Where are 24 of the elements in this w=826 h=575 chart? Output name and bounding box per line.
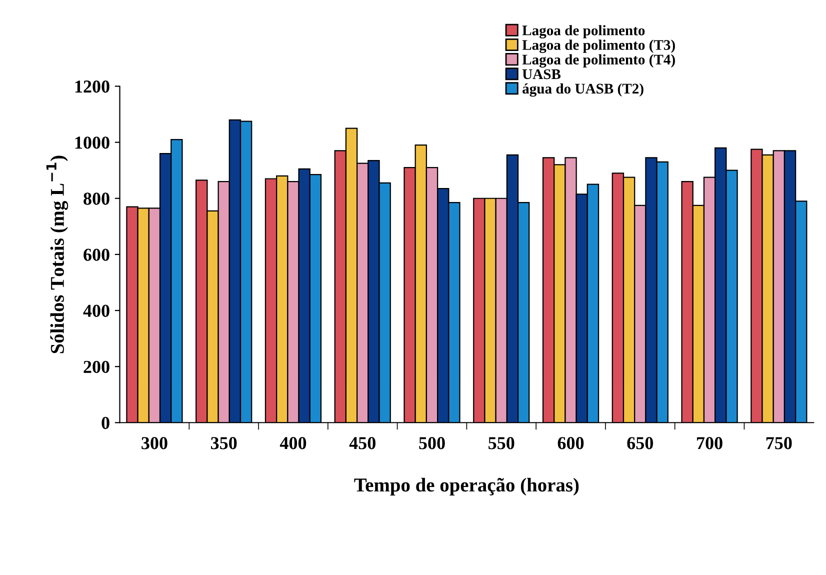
legend-label: Lagoa de polimento (T3) bbox=[522, 40, 675, 53]
x-tick-label: 700 bbox=[697, 437, 722, 450]
legend-label: Lagoa de polimento bbox=[522, 25, 645, 38]
x-tick-label: 750 bbox=[766, 437, 792, 450]
x-tick-label: 500 bbox=[419, 437, 445, 450]
legend-label: Lagoa de polimento (T4) bbox=[522, 54, 675, 68]
x-tick-label: 550 bbox=[488, 437, 514, 450]
y-tick-label: 800 bbox=[84, 192, 110, 205]
y-tick-label: 1000 bbox=[75, 136, 110, 149]
y-tick-label: 1200 bbox=[75, 80, 110, 93]
y-tick-label: 600 bbox=[84, 248, 110, 261]
legend-label: UASB bbox=[522, 69, 561, 80]
x-tick-label: 650 bbox=[627, 437, 654, 450]
x-tick-label: 350 bbox=[210, 437, 237, 450]
x-tick-label: 400 bbox=[280, 437, 306, 450]
x-tick-label: 450 bbox=[349, 437, 376, 450]
y-tick-label: 200 bbox=[84, 360, 110, 374]
y-tick-label: 400 bbox=[83, 304, 110, 317]
x-tick-label: 600 bbox=[558, 437, 584, 450]
x-axis-title: Tempo de operação (horas) bbox=[354, 478, 579, 496]
x-tick-label: 300 bbox=[142, 437, 168, 450]
y-tick-label: 0 bbox=[102, 416, 110, 430]
y-axis-title: Sólidos Totais (mg L$^{−1}$) bbox=[46, 156, 68, 354]
legend-label: água do UASB (T2) bbox=[522, 83, 644, 97]
